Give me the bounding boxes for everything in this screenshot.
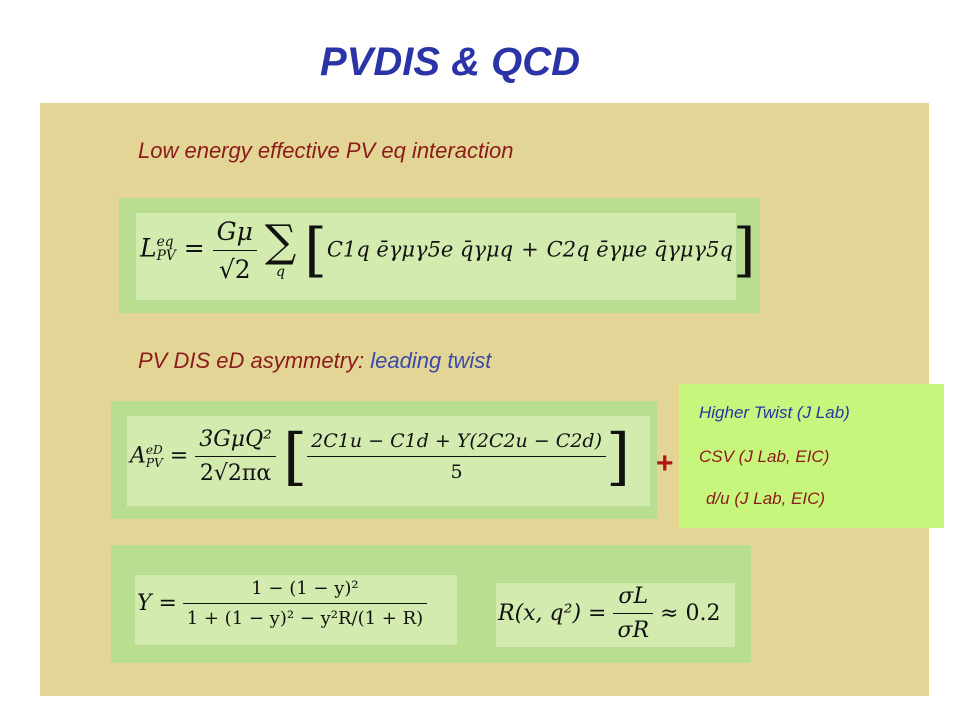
- eq3-lhs: Y =: [137, 591, 177, 616]
- eq2-equals: =: [169, 443, 189, 469]
- page-title: PVDIS & QCD: [319, 40, 581, 84]
- equation-4-inner: [496, 583, 735, 647]
- eq3-den: 1 + (1 − y)² − y²R/(1 + R): [182, 603, 428, 629]
- eq1-equals: =: [183, 233, 205, 263]
- eq1-lhs: L: [140, 233, 157, 263]
- eq1-plus: +: [521, 237, 539, 262]
- eq4-num: σL: [618, 584, 649, 609]
- eq2-inner-num: 2C1u − C1d + Y(2C2u − C2d): [311, 430, 602, 452]
- eq1-lhs-sub: PV: [156, 248, 176, 264]
- eq2-num: 3GμQ²: [199, 427, 272, 452]
- eq4-den: σR: [613, 613, 654, 643]
- equation-3-inner: [135, 575, 457, 645]
- eq1-lhs-sup: eq: [156, 234, 174, 251]
- eq3-num: 1 − (1 − y)²: [251, 578, 359, 599]
- du-label: d/u (J Lab, EIC): [706, 489, 826, 508]
- higher-twist-label: Higher Twist (J Lab): [699, 403, 850, 422]
- eq2-lhs: A: [130, 443, 146, 469]
- eq2-bracket-open: [: [282, 420, 308, 493]
- sum-index: q: [276, 264, 286, 280]
- plus-sign: +: [656, 447, 674, 480]
- eq1-den: √2: [212, 249, 257, 284]
- eq2-lhs-sub: PV: [145, 455, 163, 470]
- heading-effective-interaction: Low energy effective PV eq interaction: [138, 138, 514, 163]
- eq1-bracket-open: [: [304, 216, 327, 284]
- eq4-rhs: ≈ 0.2: [660, 601, 721, 626]
- heading-asymmetry-leading-twist: leading twist: [370, 348, 492, 373]
- equation-1-inner: [136, 213, 736, 300]
- eq4-lhs: R(x, q²) =: [498, 601, 607, 626]
- eq2-lhs-sup: eD: [145, 443, 163, 458]
- heading-asymmetry: PV DIS eD asymmetry: leading twist: [138, 348, 491, 374]
- eq1-term2: C2q ēγμe q̄γμγ5q: [546, 237, 733, 262]
- heading-asymmetry-prefix: PV DIS eD asymmetry:: [138, 348, 371, 373]
- csv-label: CSV (J Lab, EIC): [699, 447, 830, 466]
- equation-2-inner: [127, 416, 650, 506]
- eq1-num: Gμ: [216, 216, 253, 246]
- corrections-box: [679, 384, 944, 528]
- eq1-term1: C1q ēγμγ5e q̄γμq: [326, 237, 514, 262]
- equation-y: Y = 1 − (1 − y)² 1 + (1 − y)² − y²R/(1 + …: [137, 578, 428, 629]
- eq1-bracket-close: ]: [732, 216, 756, 284]
- equation-r: R(x, q²) = σL σR ≈ 0.2: [498, 584, 720, 643]
- summation-symbol: ∑: [264, 216, 297, 267]
- eq2-den: 2√2πα: [195, 456, 276, 486]
- eq2-inner-den: 5: [307, 456, 606, 483]
- eq2-bracket-close: ]: [606, 420, 631, 493]
